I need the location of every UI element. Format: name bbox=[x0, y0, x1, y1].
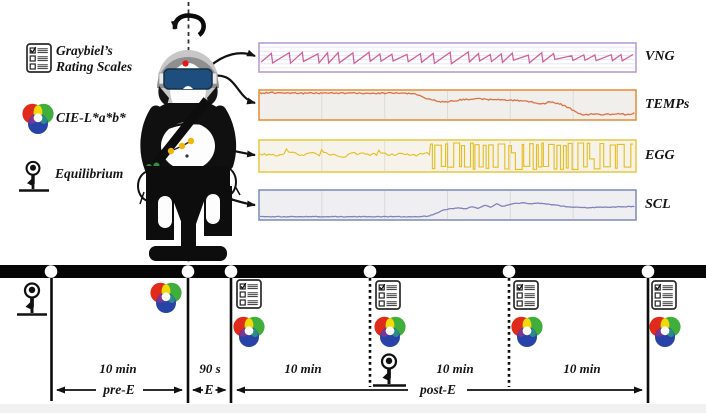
colorwheel-icon bbox=[374, 316, 406, 347]
egg-plot bbox=[258, 139, 637, 173]
chair-base bbox=[149, 246, 227, 261]
timeline-node bbox=[641, 265, 655, 278]
phase-post-e: post-E bbox=[419, 382, 457, 397]
equilibrium-icon bbox=[24, 160, 42, 191]
right-arm bbox=[213, 105, 237, 171]
colorwheel-icon bbox=[150, 282, 182, 313]
colorwheel-icon bbox=[649, 316, 681, 347]
left-arm bbox=[140, 105, 163, 175]
chair-pedestal bbox=[181, 222, 196, 248]
duration-post-e-1: 10 min bbox=[284, 361, 322, 376]
timeline-bar bbox=[0, 265, 706, 278]
timeline bbox=[0, 265, 706, 403]
timeline-node bbox=[181, 265, 195, 278]
colorwheel-icon bbox=[511, 316, 543, 347]
equilibrium-icon bbox=[23, 281, 41, 315]
temps-wire bbox=[212, 74, 256, 105]
checklist-icon bbox=[651, 280, 677, 310]
graybiel-legend-label: Graybiel’s Rating Scales bbox=[56, 43, 133, 74]
chair-seat bbox=[170, 190, 208, 224]
checklist-icon bbox=[375, 280, 401, 310]
vng-label: VNG bbox=[645, 49, 675, 64]
egg-label: EGG bbox=[645, 148, 675, 163]
duration-pre-e: 10 min bbox=[99, 361, 137, 376]
cielab-legend-label: CIE-L*a*b* bbox=[56, 110, 126, 125]
temps-plot bbox=[258, 89, 637, 121]
legs-and-chair bbox=[146, 166, 232, 261]
rotation-arrow-icon bbox=[170, 13, 206, 37]
timeline-node bbox=[44, 265, 58, 278]
participant-figure bbox=[137, 50, 241, 261]
colorwheel-icon bbox=[22, 103, 54, 134]
temps-label: TEMPs bbox=[645, 97, 690, 112]
timeline-node bbox=[224, 265, 238, 278]
checklist-icon bbox=[26, 43, 52, 73]
duration-post-e-2: 10 min bbox=[436, 361, 474, 376]
phase-pre-e: pre-E bbox=[103, 382, 135, 397]
timeline-node bbox=[502, 265, 516, 278]
equilibrium-icon bbox=[380, 352, 398, 386]
colorwheel-icon bbox=[233, 316, 265, 347]
vng-plot bbox=[258, 42, 637, 73]
forehead-marker bbox=[182, 60, 189, 67]
scl-label: SCL bbox=[645, 197, 671, 212]
duration-e: 90 s bbox=[199, 361, 221, 376]
seatbelt bbox=[149, 97, 211, 171]
vng-wire bbox=[208, 49, 256, 68]
scl-plot bbox=[258, 189, 637, 221]
checklist-icon bbox=[236, 279, 262, 309]
checklist-icon bbox=[513, 280, 539, 310]
duration-post-e-3: 10 min bbox=[563, 361, 601, 376]
equilibrium-legend-label: Equilibrium bbox=[55, 166, 124, 181]
egg-electrodes bbox=[167, 137, 195, 155]
bottom-strip bbox=[0, 404, 706, 413]
timeline-node bbox=[363, 265, 377, 278]
phase-e: E bbox=[204, 382, 214, 397]
